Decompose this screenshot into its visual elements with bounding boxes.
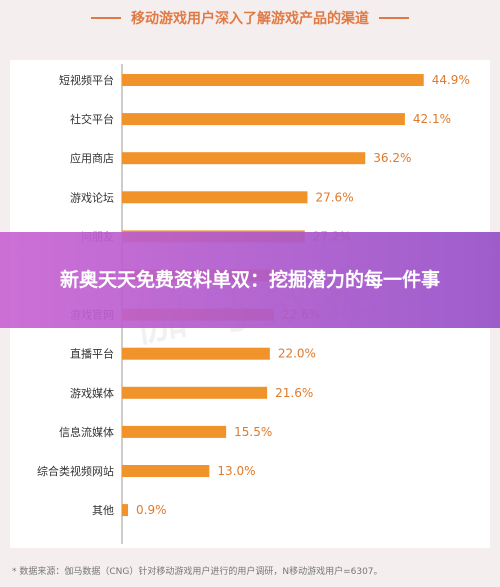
chart-title: 移动游戏用户深入了解游戏产品的渠道 — [131, 11, 369, 27]
bar — [122, 425, 227, 438]
value-label: 13.0% — [217, 464, 255, 478]
category-label: 直播平台 — [70, 347, 114, 361]
value-label: 21.6% — [275, 386, 313, 400]
value-label: 27.6% — [315, 190, 353, 204]
category-label: 其他 — [92, 504, 114, 517]
category-label: 游戏媒体 — [70, 386, 114, 400]
bar — [122, 465, 210, 477]
title-divider-left — [91, 17, 121, 19]
bar — [122, 74, 424, 86]
bar — [122, 113, 405, 126]
title-divider-right — [379, 17, 409, 19]
overlay-banner[interactable]: 新奥天天免费资料单双：挖掘潜力的每一件事 — [0, 232, 500, 328]
chart-title-bar: 移动游戏用户深入了解游戏产品的渠道 — [0, 0, 500, 36]
source-footnote: * 数据来源：伽马数据（CNG）针对移动游戏用户进行的用户调研，N移动游戏用户=… — [12, 567, 383, 577]
category-label: 社交平台 — [70, 112, 114, 126]
bar — [122, 386, 268, 399]
value-label: 15.5% — [234, 425, 272, 439]
category-label: 游戏论坛 — [70, 190, 114, 204]
bar — [122, 347, 270, 360]
bar — [122, 191, 308, 204]
value-label: 22.0% — [278, 347, 316, 361]
value-label: 36.2% — [373, 151, 411, 165]
category-label: 信息流媒体 — [59, 425, 114, 439]
category-label: 综合类视频网站 — [37, 464, 114, 478]
value-label: 42.1% — [413, 112, 451, 126]
value-label: 0.9% — [136, 503, 167, 517]
category-label: 应用商店 — [70, 151, 114, 165]
value-label: 44.9% — [432, 73, 470, 87]
bar — [122, 504, 129, 517]
category-label: 短视频平台 — [59, 73, 114, 87]
banner-headline: 新奥天天免费资料单双：挖掘潜力的每一件事 — [59, 269, 440, 291]
bar — [122, 152, 366, 165]
